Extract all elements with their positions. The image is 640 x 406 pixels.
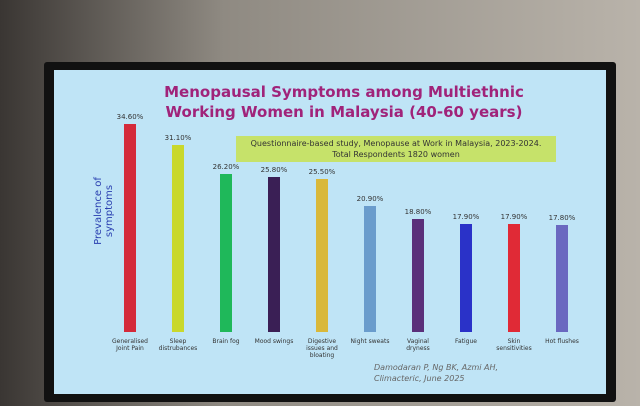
y-axis-label: Prevalence of symptoms bbox=[93, 177, 115, 245]
value-label: 34.60% bbox=[116, 113, 144, 121]
x-tick-label: Mood swings bbox=[254, 338, 294, 345]
bar bbox=[220, 174, 232, 332]
value-label: 17.90% bbox=[452, 213, 480, 222]
value-label: 20.90% bbox=[356, 195, 384, 204]
bar bbox=[316, 178, 328, 332]
x-tick-label: Vaginal dryness bbox=[406, 338, 430, 352]
x-tick-label: Sleep distrubances bbox=[158, 338, 198, 352]
x-tick-label: Brain fog bbox=[212, 338, 240, 345]
x-tick-label: Hot flushes bbox=[545, 338, 579, 345]
subtitle: Questionnaire-based study, Menopause at … bbox=[250, 139, 542, 148]
source-line: Climacteric, June 2025 bbox=[374, 374, 465, 383]
bar bbox=[172, 145, 184, 332]
chart-title: Menopausal Symptoms among Multiethnic Wo… bbox=[164, 83, 524, 121]
bar bbox=[460, 224, 472, 332]
value-label: 26.20% bbox=[212, 163, 240, 172]
x-tick-label: Night sweats bbox=[350, 338, 390, 345]
x-tick-label: Generalised Joint Pain bbox=[112, 338, 148, 352]
value-label: 17.80% bbox=[548, 213, 576, 222]
value-label: 17.90% bbox=[500, 213, 528, 222]
subtitle: Total Respondents 1820 women bbox=[332, 150, 460, 159]
value-label: 31.10% bbox=[164, 134, 192, 143]
x-tick-label: Digestive issues and bloating bbox=[306, 338, 338, 359]
bar bbox=[364, 206, 376, 332]
bar bbox=[124, 124, 136, 332]
subtitle-box: Questionnaire-based study, Menopause at … bbox=[236, 136, 556, 162]
bar bbox=[268, 176, 280, 332]
bar bbox=[412, 218, 424, 332]
x-tick-label: Skin sensitivities bbox=[496, 338, 532, 352]
bar bbox=[556, 224, 568, 332]
value-label: 18.80% bbox=[404, 207, 432, 216]
x-tick-label: Fatigue bbox=[455, 338, 477, 345]
source: Damodaran P, Ng BK, Azmi AH, Climacteric… bbox=[374, 362, 534, 384]
source-line: Damodaran P, Ng BK, Azmi AH, bbox=[374, 363, 499, 372]
screen: Menopausal Symptoms among Multiethnic Wo… bbox=[54, 70, 606, 394]
value-label: 25.50% bbox=[308, 167, 336, 176]
value-label: 25.80% bbox=[260, 165, 288, 174]
bar bbox=[508, 224, 520, 332]
